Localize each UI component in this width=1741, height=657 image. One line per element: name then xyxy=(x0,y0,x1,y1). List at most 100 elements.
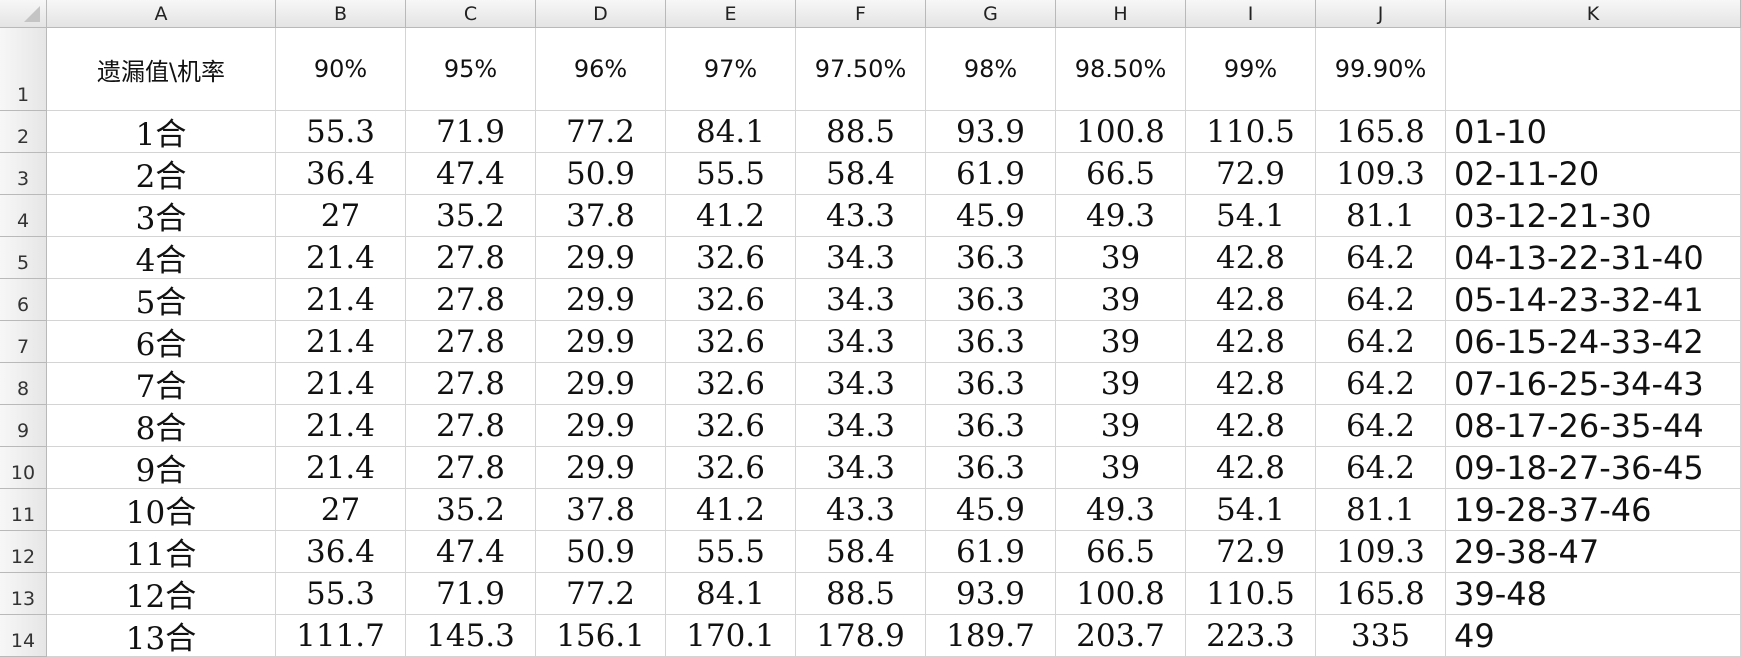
cell-i12[interactable]: 72.9 xyxy=(1186,531,1316,573)
cell-c11[interactable]: 35.2 xyxy=(406,489,536,531)
cell-e9[interactable]: 32.6 xyxy=(666,405,796,447)
cell-j12[interactable]: 109.3 xyxy=(1316,531,1446,573)
cell-h3[interactable]: 66.5 xyxy=(1056,153,1186,195)
cell-k12[interactable]: 29-38-47 xyxy=(1446,531,1741,573)
row-header-2[interactable]: 2 xyxy=(0,111,47,153)
cell-e3[interactable]: 55.5 xyxy=(666,153,796,195)
cell-i9[interactable]: 42.8 xyxy=(1186,405,1316,447)
select-all-corner[interactable] xyxy=(0,0,47,28)
row-header-3[interactable]: 3 xyxy=(0,153,47,195)
cell-g8[interactable]: 36.3 xyxy=(926,363,1056,405)
cell-b10[interactable]: 21.4 xyxy=(276,447,406,489)
cell-j9[interactable]: 64.2 xyxy=(1316,405,1446,447)
cell-e2[interactable]: 84.1 xyxy=(666,111,796,153)
cell-b1[interactable]: 90% xyxy=(276,28,406,111)
column-header-e[interactable]: E xyxy=(666,0,796,28)
cell-f3[interactable]: 58.4 xyxy=(796,153,926,195)
column-header-a[interactable]: A xyxy=(47,0,276,28)
cell-d1[interactable]: 96% xyxy=(536,28,666,111)
cell-c14[interactable]: 145.3 xyxy=(406,615,536,657)
cell-c1[interactable]: 95% xyxy=(406,28,536,111)
cell-h5[interactable]: 39 xyxy=(1056,237,1186,279)
cell-d5[interactable]: 29.9 xyxy=(536,237,666,279)
cell-b14[interactable]: 111.7 xyxy=(276,615,406,657)
cell-j6[interactable]: 64.2 xyxy=(1316,279,1446,321)
cell-i7[interactable]: 42.8 xyxy=(1186,321,1316,363)
cell-h9[interactable]: 39 xyxy=(1056,405,1186,447)
cell-g9[interactable]: 36.3 xyxy=(926,405,1056,447)
cell-k6[interactable]: 05-14-23-32-41 xyxy=(1446,279,1741,321)
cell-k14[interactable]: 49 xyxy=(1446,615,1741,657)
cell-c10[interactable]: 27.8 xyxy=(406,447,536,489)
cell-f5[interactable]: 34.3 xyxy=(796,237,926,279)
cell-g14[interactable]: 189.7 xyxy=(926,615,1056,657)
cell-f12[interactable]: 58.4 xyxy=(796,531,926,573)
row-header-13[interactable]: 13 xyxy=(0,573,47,615)
column-header-k[interactable]: K xyxy=(1446,0,1741,28)
cell-e10[interactable]: 32.6 xyxy=(666,447,796,489)
cell-e5[interactable]: 32.6 xyxy=(666,237,796,279)
row-header-14[interactable]: 14 xyxy=(0,615,47,657)
cell-d14[interactable]: 156.1 xyxy=(536,615,666,657)
cell-k2[interactable]: 01-10 xyxy=(1446,111,1741,153)
cell-g10[interactable]: 36.3 xyxy=(926,447,1056,489)
cell-a4[interactable]: 3合 xyxy=(47,195,276,237)
cell-k1[interactable] xyxy=(1446,28,1741,111)
cell-a3[interactable]: 2合 xyxy=(47,153,276,195)
cell-d11[interactable]: 37.8 xyxy=(536,489,666,531)
cell-i1[interactable]: 99% xyxy=(1186,28,1316,111)
cell-e4[interactable]: 41.2 xyxy=(666,195,796,237)
column-header-i[interactable]: I xyxy=(1186,0,1316,28)
cell-i11[interactable]: 54.1 xyxy=(1186,489,1316,531)
cell-d3[interactable]: 50.9 xyxy=(536,153,666,195)
cell-d2[interactable]: 77.2 xyxy=(536,111,666,153)
cell-h1[interactable]: 98.50% xyxy=(1056,28,1186,111)
cell-f4[interactable]: 43.3 xyxy=(796,195,926,237)
cell-g13[interactable]: 93.9 xyxy=(926,573,1056,615)
cell-k8[interactable]: 07-16-25-34-43 xyxy=(1446,363,1741,405)
cell-e8[interactable]: 32.6 xyxy=(666,363,796,405)
cell-a5[interactable]: 4合 xyxy=(47,237,276,279)
row-header-9[interactable]: 9 xyxy=(0,405,47,447)
cell-c12[interactable]: 47.4 xyxy=(406,531,536,573)
cell-b6[interactable]: 21.4 xyxy=(276,279,406,321)
row-header-8[interactable]: 8 xyxy=(0,363,47,405)
column-header-g[interactable]: G xyxy=(926,0,1056,28)
column-header-f[interactable]: F xyxy=(796,0,926,28)
cell-k10[interactable]: 09-18-27-36-45 xyxy=(1446,447,1741,489)
cell-a6[interactable]: 5合 xyxy=(47,279,276,321)
cell-h4[interactable]: 49.3 xyxy=(1056,195,1186,237)
cell-h6[interactable]: 39 xyxy=(1056,279,1186,321)
cell-i5[interactable]: 42.8 xyxy=(1186,237,1316,279)
cell-i14[interactable]: 223.3 xyxy=(1186,615,1316,657)
cell-h7[interactable]: 39 xyxy=(1056,321,1186,363)
cell-g5[interactable]: 36.3 xyxy=(926,237,1056,279)
cell-g12[interactable]: 61.9 xyxy=(926,531,1056,573)
cell-b2[interactable]: 55.3 xyxy=(276,111,406,153)
cell-e11[interactable]: 41.2 xyxy=(666,489,796,531)
cell-d13[interactable]: 77.2 xyxy=(536,573,666,615)
cell-h12[interactable]: 66.5 xyxy=(1056,531,1186,573)
cell-i3[interactable]: 72.9 xyxy=(1186,153,1316,195)
cell-b5[interactable]: 21.4 xyxy=(276,237,406,279)
cell-i8[interactable]: 42.8 xyxy=(1186,363,1316,405)
cell-h2[interactable]: 100.8 xyxy=(1056,111,1186,153)
row-header-6[interactable]: 6 xyxy=(0,279,47,321)
cell-b12[interactable]: 36.4 xyxy=(276,531,406,573)
cell-j3[interactable]: 109.3 xyxy=(1316,153,1446,195)
row-header-1[interactable]: 1 xyxy=(0,28,47,111)
cell-k11[interactable]: 19-28-37-46 xyxy=(1446,489,1741,531)
cell-i2[interactable]: 110.5 xyxy=(1186,111,1316,153)
cell-h14[interactable]: 203.7 xyxy=(1056,615,1186,657)
cell-g3[interactable]: 61.9 xyxy=(926,153,1056,195)
cell-j11[interactable]: 81.1 xyxy=(1316,489,1446,531)
cell-j4[interactable]: 81.1 xyxy=(1316,195,1446,237)
cell-f14[interactable]: 178.9 xyxy=(796,615,926,657)
cell-h10[interactable]: 39 xyxy=(1056,447,1186,489)
cell-e13[interactable]: 84.1 xyxy=(666,573,796,615)
row-header-5[interactable]: 5 xyxy=(0,237,47,279)
cell-b3[interactable]: 36.4 xyxy=(276,153,406,195)
cell-a9[interactable]: 8合 xyxy=(47,405,276,447)
cell-d10[interactable]: 29.9 xyxy=(536,447,666,489)
cell-a8[interactable]: 7合 xyxy=(47,363,276,405)
